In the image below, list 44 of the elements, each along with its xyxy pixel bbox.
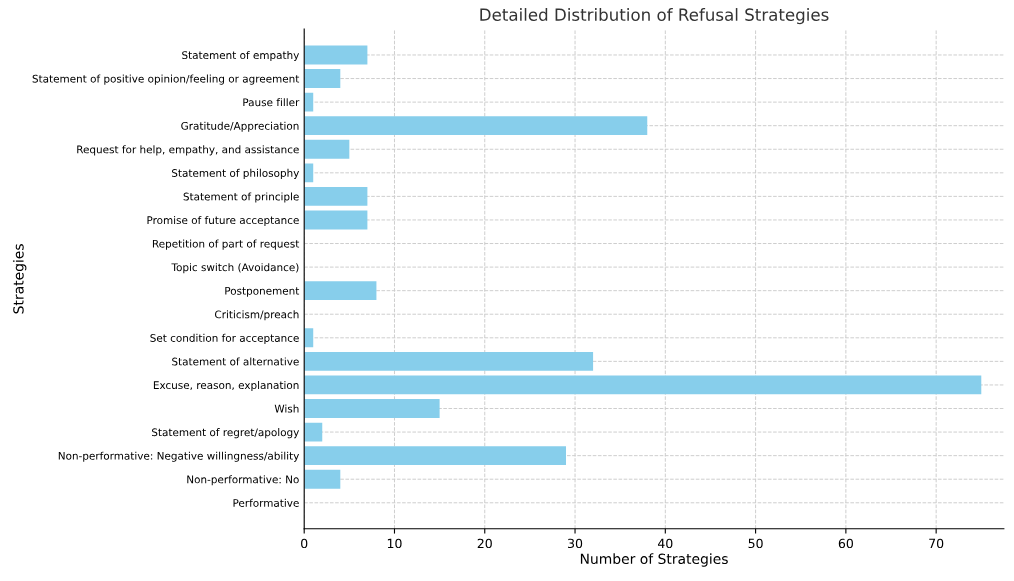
x-tick-label: 50: [748, 538, 763, 549]
y-tick-label: Wish: [274, 404, 299, 413]
bar: [304, 469, 341, 489]
bar: [304, 210, 368, 230]
x-tick-label: 60: [838, 538, 853, 549]
y-tick-label: Statement of alternative: [172, 357, 299, 366]
bar: [304, 399, 440, 418]
y-tick-label: Postponement: [225, 287, 300, 297]
y-tick-label: Promise of future acceptance: [147, 216, 299, 227]
x-axis-title: Number of Strategies: [580, 553, 728, 567]
bar: [304, 375, 982, 395]
y-tick-label: Topic switch (Avoidance): [171, 263, 299, 274]
bar: [304, 139, 350, 159]
chart-title: Detailed Distribution of Refusal Strategies: [480, 8, 829, 25]
bar: [304, 69, 341, 88]
bar: [304, 45, 368, 65]
y-tick-label: Statement of empathy: [182, 51, 300, 62]
x-tick-label: 0: [301, 538, 308, 549]
y-tick-label: Statement of philosophy: [171, 168, 300, 179]
y-tick-label: Pause filler: [243, 98, 300, 107]
y-tick-label: Set condition for acceptance: [150, 333, 299, 344]
y-tick-label: Gratitude/Appreciation: [181, 121, 299, 132]
y-tick-label: Statement of regret/apology: [152, 428, 300, 439]
y-tick-label: Statement of positive opinion/feeling or agreement: [32, 74, 300, 85]
x-tick-label: 20: [477, 538, 492, 549]
bar: [304, 446, 567, 466]
y-tick-label: Request for help, empathy, and assistance: [77, 145, 299, 156]
bar: [304, 281, 377, 301]
y-tick-label: Performative: [233, 498, 299, 507]
x-tick-label: 40: [657, 538, 673, 549]
y-axis-title: Strategies: [12, 244, 27, 314]
x-tick-label: 30: [568, 538, 583, 549]
y-tick-label: Non-performative: No: [187, 475, 299, 486]
y-tick-label: Repetition of part of request: [152, 239, 300, 250]
x-tick-label: 70: [929, 538, 944, 549]
y-tick-label: Non-performative: Negative willingness/ability: [58, 451, 300, 462]
y-tick-label: Criticism/preach: [215, 310, 299, 321]
y-tick-label: Statement of principle: [183, 192, 299, 203]
bar: [304, 116, 648, 136]
bar: [304, 186, 368, 206]
bar: [304, 351, 594, 371]
y-tick-label: Excuse, reason, explanation: [153, 380, 299, 392]
x-tick-label: 10: [387, 538, 402, 549]
bar: [304, 422, 323, 442]
